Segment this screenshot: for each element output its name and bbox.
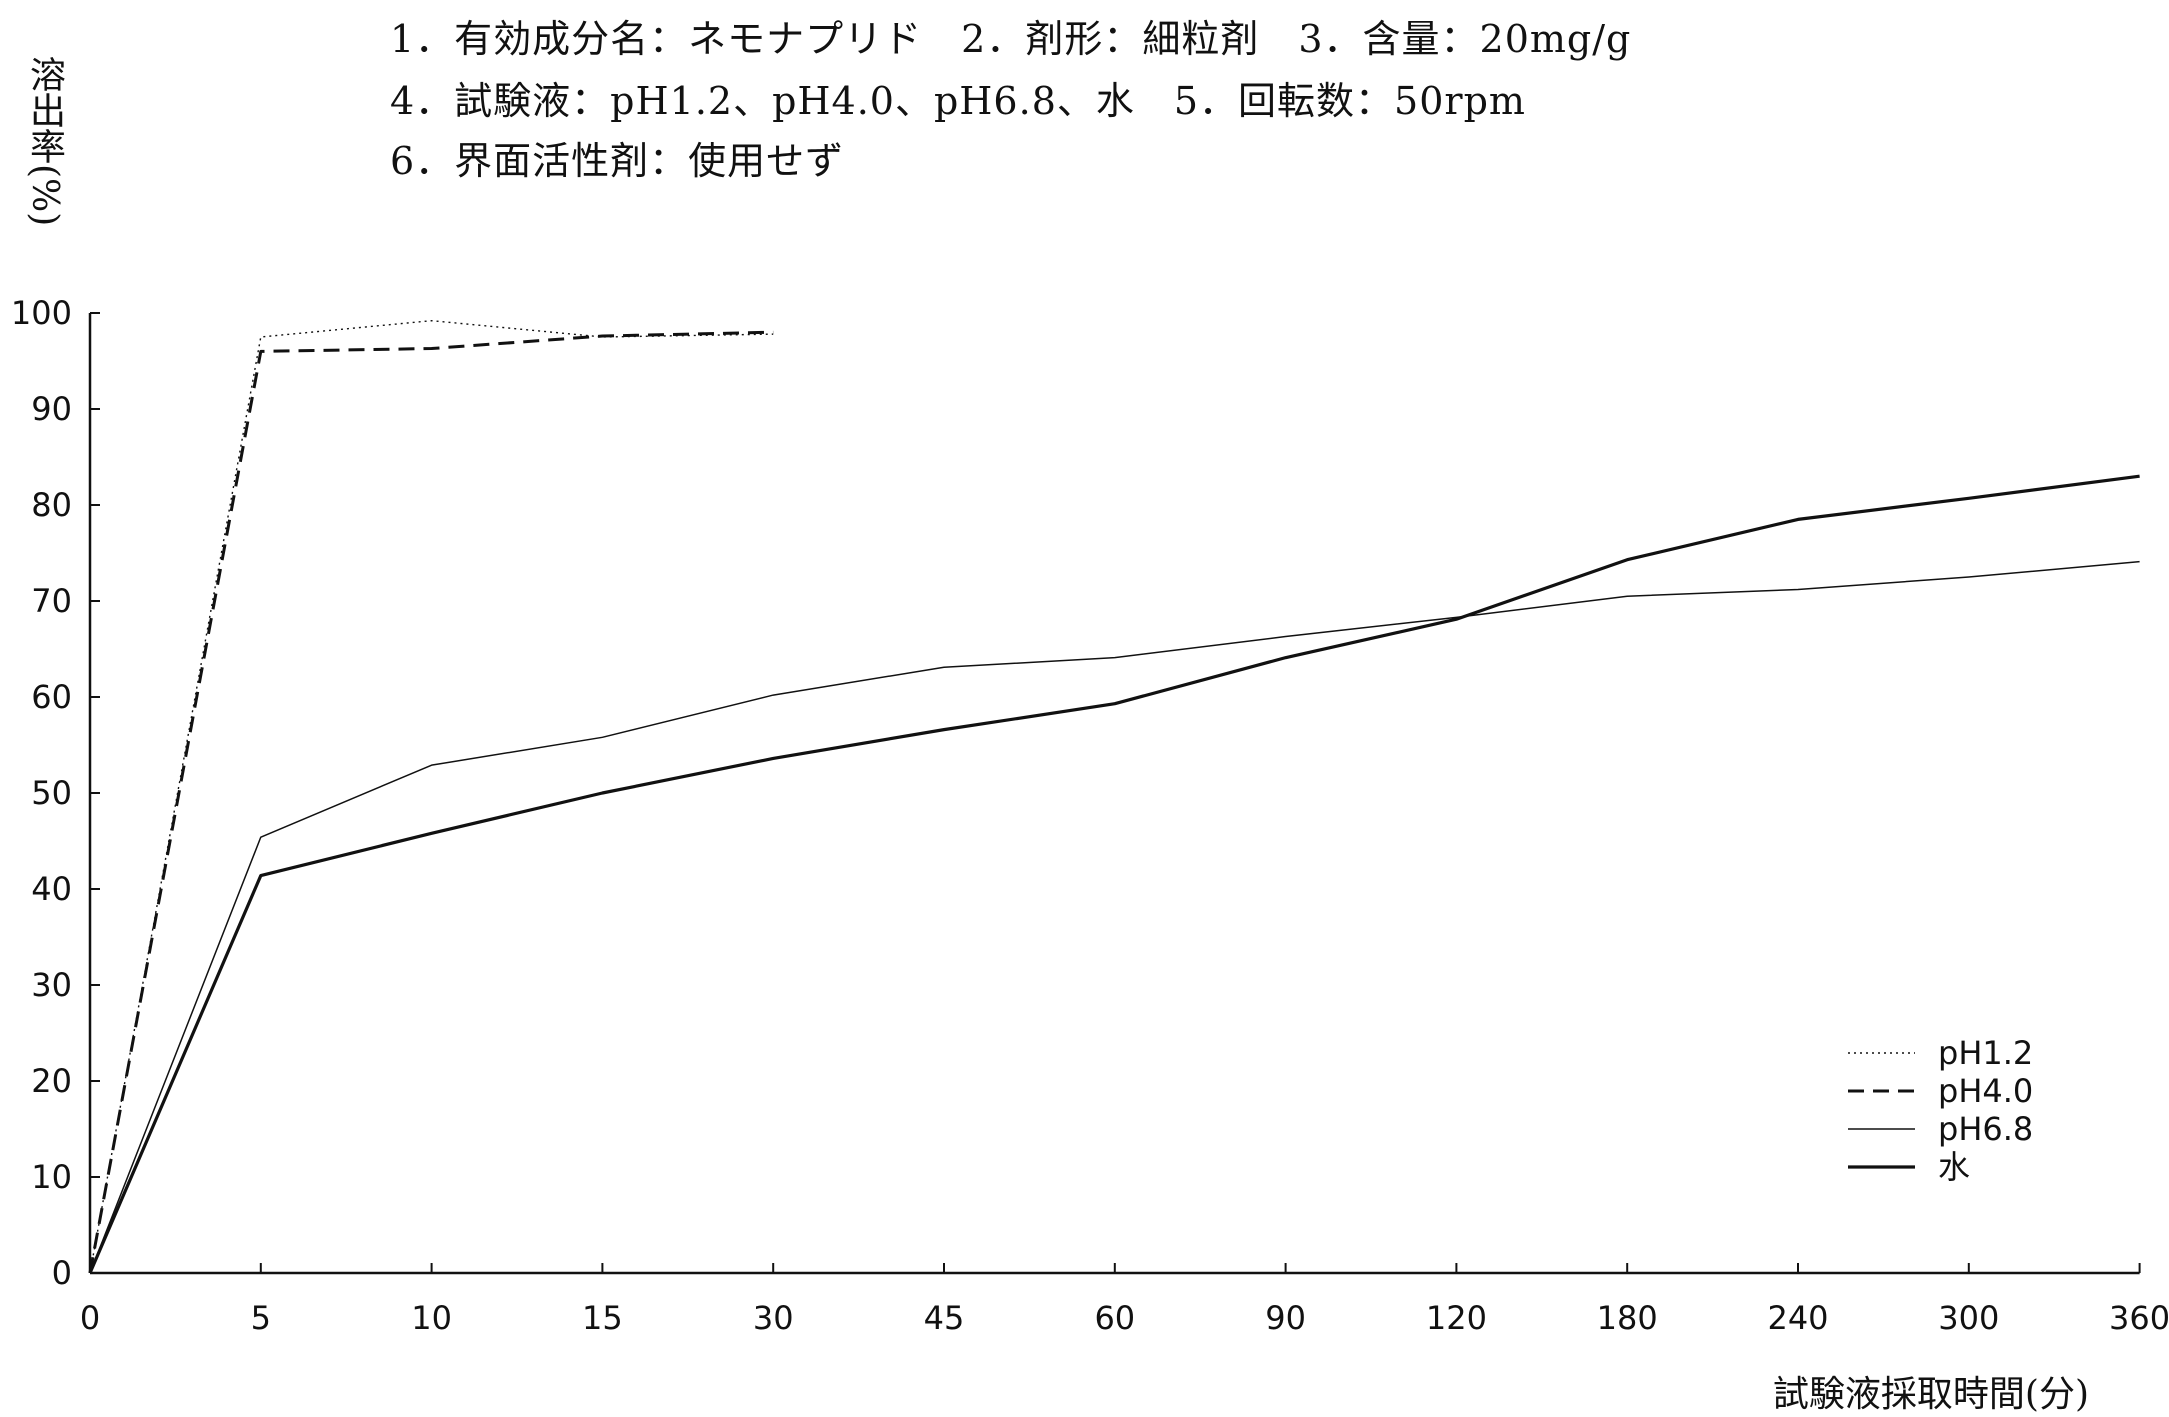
x-tick-label: 60 (1094, 1299, 1135, 1337)
y-tick-label: 100 (11, 294, 72, 332)
y-tick-label: 60 (31, 678, 72, 716)
y-tick-label: 30 (31, 966, 72, 1004)
test-condition-line-3: 6．界面活性剤：使用せず (390, 139, 845, 183)
legend-label-2: pH4.0 (1938, 1072, 2033, 1110)
y-tick-label: 90 (31, 390, 72, 428)
x-tick-label: 30 (753, 1299, 794, 1337)
x-tick-label: 360 (2109, 1299, 2169, 1337)
series-line-2 (88, 330, 774, 1274)
y-tick-label: 0 (52, 1254, 72, 1292)
x-tick-label: 5 (251, 1299, 271, 1337)
test-condition-line-2: 4．試験液：pH1.2、pH4.0、pH6.8、水 5．回転数：50rpm (390, 79, 1526, 123)
series-line-4 (88, 474, 2140, 1274)
x-tick-label: 10 (411, 1299, 452, 1337)
x-tick-label: 45 (924, 1299, 965, 1337)
y-tick-label: 50 (31, 774, 72, 812)
x-tick-label: 15 (582, 1299, 623, 1337)
x-axis-label: 試験液採取時間(分) (1772, 1374, 2089, 1415)
y-tick-label: 10 (31, 1158, 72, 1196)
y-tick-label: 80 (31, 486, 72, 524)
x-tick-label: 90 (1265, 1299, 1306, 1337)
x-tick-label: 0 (80, 1299, 100, 1337)
y-tick-label: 20 (31, 1062, 72, 1100)
axes: 0 10 20 30 40 50 60 70 80 90 100 0 5 10 15 30 45 60 90 120 1… (11, 294, 2169, 1337)
y-tick-label: 40 (31, 870, 72, 908)
legend-label-4: 水 (1938, 1148, 1970, 1186)
x-tick-label: 120 (1426, 1299, 1487, 1337)
y-tick-label: 70 (31, 582, 72, 620)
test-condition-line-1: 1．有効成分名：ネモナプリド 2．剤形：細粒剤 3．含量：20mg/g (390, 17, 1632, 61)
series-layer (88, 319, 2140, 1274)
x-tick-label: 240 (1767, 1299, 1828, 1337)
series-line-1 (89, 319, 774, 1274)
legend-label-3: pH6.8 (1938, 1110, 2033, 1148)
legend-label-1: pH1.2 (1938, 1034, 2033, 1072)
y-axis-label: 溶出率(%) (24, 56, 65, 227)
series-line-3 (89, 560, 2140, 1274)
x-tick-label: 300 (1938, 1299, 1999, 1337)
x-tick-label: 180 (1597, 1299, 1658, 1337)
